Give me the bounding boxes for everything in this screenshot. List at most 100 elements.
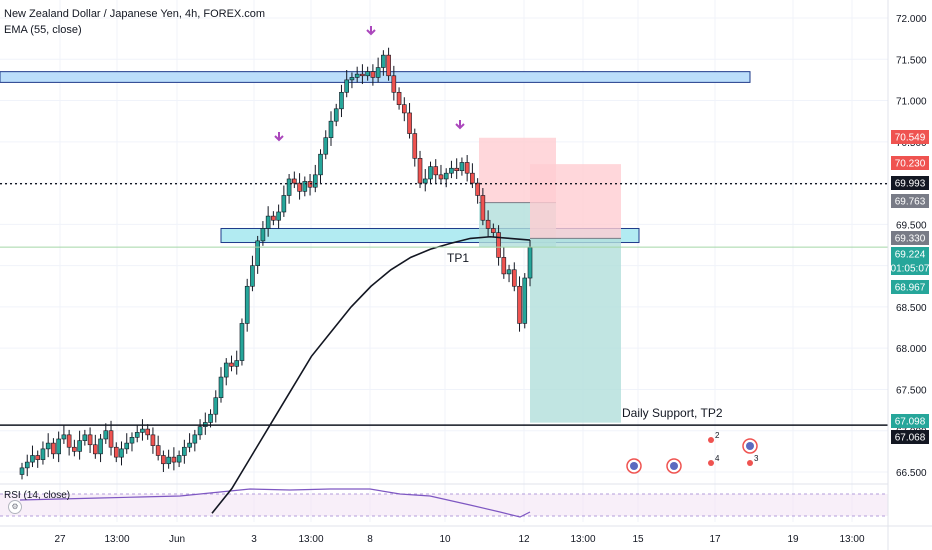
candle-body: [344, 79, 350, 93]
price-tick: 68.500: [896, 303, 927, 314]
price-tag-label: 69.224: [895, 250, 926, 261]
time-tick: 27: [54, 534, 66, 545]
candle-body: [45, 442, 51, 450]
rsi-legend[interactable]: RSI (14, close): [4, 490, 71, 501]
candle-body: [328, 120, 334, 138]
candle-body: [35, 455, 41, 460]
position-tools[interactable]: [479, 137, 621, 423]
candle-body: [260, 228, 266, 242]
candle-body: [276, 211, 281, 221]
time-tick: 8: [367, 534, 373, 545]
candle-body: [292, 178, 297, 184]
candle-body: [480, 195, 486, 221]
time-axis[interactable]: 27 13:00 Jun 3 13:00 8 10 12 13:00 15 17 19 13:00: [0, 525, 932, 545]
candle-body: [19, 467, 25, 475]
candle-body: [302, 181, 308, 192]
price-tick: 72.000: [896, 14, 927, 25]
candle-body: [119, 448, 124, 458]
candle-body: [407, 112, 412, 134]
candle-body: [239, 323, 245, 361]
event-count: 4: [715, 454, 720, 463]
candle-body: [166, 456, 171, 465]
time-tick: 13:00: [839, 534, 864, 545]
event-dot-icon[interactable]: [708, 460, 714, 466]
price-tag-label: 69.993: [895, 179, 926, 190]
candle-body: [197, 426, 203, 436]
ema-55-line: [211, 235, 531, 514]
candle-body: [312, 174, 318, 188]
candle-body: [349, 77, 355, 81]
candle-body: [517, 285, 522, 324]
time-tick: 15: [632, 534, 644, 545]
candle-body: [145, 428, 150, 436]
candle-body: [511, 269, 517, 287]
candle-body: [470, 172, 475, 184]
price-tick: 69.500: [896, 220, 927, 231]
candle-body: [98, 438, 103, 455]
price-tick: 66.500: [896, 468, 927, 479]
position2-reward[interactable]: [530, 238, 621, 423]
event-count: 3: [754, 454, 759, 463]
candle-body: [155, 445, 161, 456]
event-markers[interactable]: 2 4 3: [626, 431, 759, 474]
candle-body: [449, 167, 454, 174]
candle-body: [491, 228, 496, 233]
ema-legend[interactable]: EMA (55, close): [4, 24, 82, 36]
candle-body: [61, 434, 67, 440]
candle-body: [354, 73, 360, 78]
event-dot-icon[interactable]: [708, 437, 714, 443]
candle-body: [87, 434, 93, 446]
candle-body: [454, 167, 459, 172]
time-tick: Jun: [169, 534, 185, 545]
candle-body: [51, 442, 56, 455]
down-arrow-icon: [366, 26, 376, 36]
rsi-line: [19, 488, 531, 518]
candle-body: [66, 434, 72, 448]
candle-body: [318, 153, 323, 176]
price-tag: [891, 231, 929, 245]
candle-body: [475, 182, 480, 196]
candle-body: [381, 54, 386, 68]
price-tag: [891, 156, 929, 170]
candle-body: [438, 174, 444, 180]
candle-body: [192, 434, 198, 444]
candle-body: [24, 461, 30, 469]
candle-body: [339, 91, 344, 110]
price-tag-label: 68.967: [895, 283, 926, 294]
candle-body: [93, 444, 98, 455]
price-tag-label: 70.549: [895, 133, 926, 144]
candle-body: [134, 432, 140, 438]
candle-body: [255, 240, 260, 266]
candle-body: [171, 456, 177, 463]
candle-body: [56, 438, 61, 455]
candle-body: [375, 67, 381, 78]
time-tick: 3: [251, 534, 257, 545]
price-tag: [891, 130, 929, 144]
candle-body: [443, 172, 449, 180]
candle-body: [365, 71, 370, 77]
daily-support-label: Daily Support, TP2: [622, 406, 723, 420]
candle-body: [124, 442, 130, 450]
price-tick: 68.000: [896, 344, 927, 355]
event-dot-icon[interactable]: [747, 460, 753, 466]
time-tick: 12: [518, 534, 530, 545]
position2-risk[interactable]: [530, 164, 621, 239]
candle-body: [30, 455, 35, 463]
candle-body: [281, 195, 287, 213]
time-tick: 17: [709, 534, 721, 545]
candle-body: [40, 448, 46, 460]
candle-body: [422, 178, 428, 184]
candle-body: [286, 178, 292, 196]
price-tick: 71.000: [896, 97, 927, 108]
candle-body: [140, 428, 145, 433]
price-tag: [891, 414, 929, 428]
candle-body: [213, 397, 219, 415]
candle-body: [265, 215, 271, 229]
candle-body: [182, 446, 187, 456]
notes: TP1 Daily Support, TP2: [447, 251, 723, 420]
candle-body: [412, 133, 418, 159]
settings-icon[interactable]: ⚙: [8, 500, 22, 514]
symbol-legend[interactable]: New Zealand Dollar / Japanese Yen, 4h, F…: [4, 8, 266, 20]
levels[interactable]: [0, 182, 888, 426]
